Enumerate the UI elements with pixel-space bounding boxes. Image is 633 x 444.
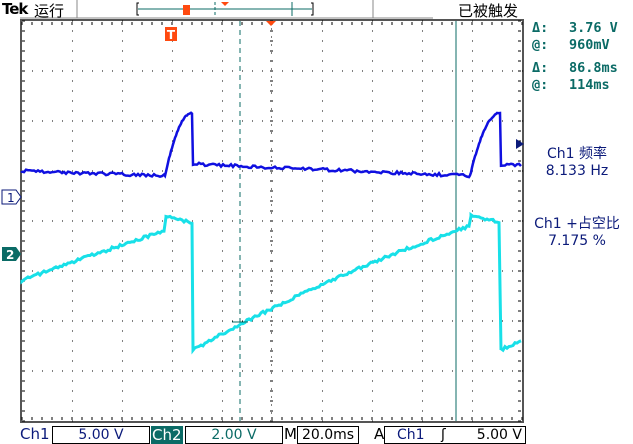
ch2-marker[interactable]: 2 bbox=[2, 247, 21, 262]
trigger-label: A bbox=[374, 425, 384, 443]
ch2-scale[interactable]: 2.00 V bbox=[185, 426, 283, 444]
trigger-level: 5.00 V bbox=[477, 427, 522, 443]
ch1-label[interactable]: Ch1 bbox=[20, 425, 50, 443]
timebase-label: M bbox=[284, 425, 297, 443]
ch1-scale[interactable]: 5.00 V bbox=[52, 426, 150, 444]
svg-text:T: T bbox=[167, 28, 176, 42]
cursor-delta-t: Δ: 86.8ms bbox=[532, 60, 548, 76]
ch2-label[interactable]: Ch2 bbox=[151, 426, 183, 444]
svg-text:2: 2 bbox=[6, 248, 14, 262]
trigger-settings[interactable]: Ch1 ʃ 5.00 V bbox=[384, 426, 526, 444]
grid-dots bbox=[22, 21, 523, 421]
trigger-source: Ch1 bbox=[397, 427, 425, 443]
svg-text:1: 1 bbox=[7, 191, 15, 205]
cursor-at-t: @: 114ms bbox=[532, 77, 548, 93]
rising-edge-icon: ʃ bbox=[441, 427, 446, 443]
timebase[interactable]: 20.0ms bbox=[297, 426, 359, 444]
measurement-frequency: Ch1 频率 8.133 Hz bbox=[527, 143, 627, 179]
trigger-position-icon bbox=[266, 21, 276, 26]
cursor-delta-v: Δ: 3.76 V bbox=[532, 20, 548, 36]
record-position-bar[interactable] bbox=[137, 2, 313, 16]
ch1-waveform bbox=[22, 113, 521, 177]
trigger-marker: T bbox=[165, 27, 177, 42]
ch1-marker[interactable]: 1 bbox=[2, 190, 21, 205]
measurement-duty-cycle: Ch1 +占空比 7.175 % bbox=[527, 213, 627, 249]
cursor-at-v: @: 960mV bbox=[532, 37, 548, 53]
ch2-waveform bbox=[22, 215, 521, 350]
